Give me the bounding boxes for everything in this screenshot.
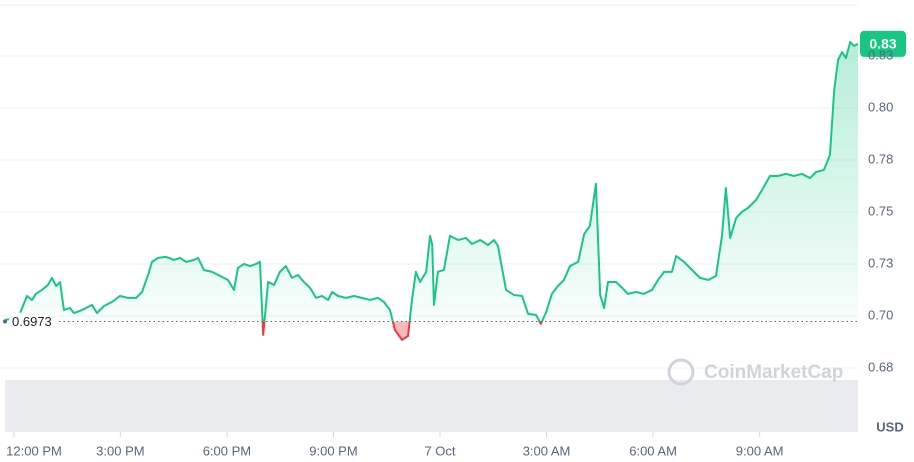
watermark-text: CoinMarketCap [704, 362, 843, 383]
plot: 0.6973 0.83 [3, 30, 906, 341]
x-tick-label: 12:00 PM [6, 443, 62, 458]
watermark-logo [667, 358, 695, 386]
x-tick-label: 6:00 PM [203, 443, 251, 458]
watermark: CoinMarketCap [667, 358, 843, 386]
y-tick-label: 0.75 [868, 203, 893, 218]
x-tick-label: 3:00 PM [96, 443, 144, 458]
baseline-dot [3, 319, 7, 324]
x-tick-label: 9:00 PM [309, 443, 357, 458]
y-tick-label: 0.83 [868, 47, 893, 62]
y-tick-label: 0.73 [868, 255, 893, 270]
last-price-label: 0.83 [869, 36, 896, 52]
y-tick-label: 0.80 [868, 99, 893, 114]
y-tick-label: 0.70 [868, 307, 893, 322]
x-tick-label: 7 Oct [424, 443, 455, 458]
x-tick-label: 6:00 AM [629, 443, 677, 458]
x-tick-label: 3:00 AM [523, 443, 571, 458]
y-tick-label: 0.68 [868, 359, 893, 374]
baseline-label-bg [9, 312, 59, 331]
y-unit: USD [876, 419, 903, 434]
baseline-label: 0.6973 [12, 314, 52, 329]
area-fill [4, 42, 859, 340]
last-price-tag [860, 30, 906, 57]
x-tick-label: 9:00 AM [736, 443, 784, 458]
price-line [4, 41, 859, 341]
y-tick-label: 0.78 [868, 151, 893, 166]
volume-band [5, 380, 858, 432]
